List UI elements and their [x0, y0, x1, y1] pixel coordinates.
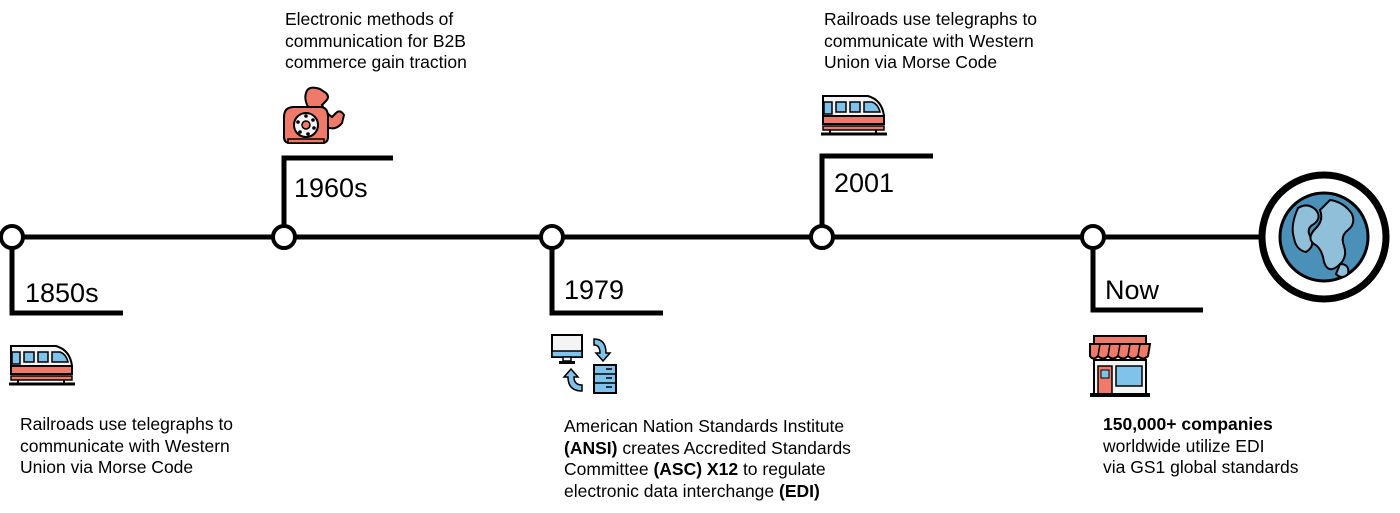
milestone-description-now: 150,000+ companies worldwide utilize EDI… — [1103, 414, 1299, 479]
description-bold-text: (EDI) — [779, 480, 820, 501]
description-text: to regulate — [738, 459, 826, 479]
description-line: 150,000+ companies — [1103, 414, 1299, 436]
description-line: Electronic methods of — [285, 9, 454, 29]
bracket-1850s — [9, 250, 123, 316]
year-label-1960s: 1960s — [294, 173, 368, 203]
description-line: commerce gain traction — [285, 52, 467, 72]
node-1979 — [539, 224, 565, 250]
description-line: communication for B2B — [285, 30, 466, 51]
description-line: Union via Morse Code — [824, 52, 998, 72]
bracket-2001 — [819, 153, 933, 226]
milestone-description-2001: Railroads use telegraphs to communicate … — [824, 9, 1037, 74]
milestone-description-1850s: Railroads use telegraphs to communicate … — [20, 414, 233, 479]
milestone-description-1979: American Nation Standards Institute (ANS… — [564, 416, 851, 502]
bracket-now — [1090, 250, 1203, 313]
description-line: Railroads use telegraphs to — [20, 414, 234, 434]
year-label-now: Now — [1105, 275, 1160, 305]
description-bold-text: (ASC) X12 — [653, 459, 739, 479]
description-text: electronic data interchange — [564, 480, 779, 501]
description-line: communicate with Western — [20, 435, 230, 456]
description-line: Railroads use telegraphs to — [824, 9, 1038, 29]
description-line: (ANSI) creates Accredited Standards — [564, 438, 851, 460]
node-1850s — [0, 224, 25, 250]
year-label-2001: 2001 — [834, 168, 895, 198]
milestone-description-1960s: Electronic methods of communication for … — [285, 9, 467, 74]
bracket-1979 — [549, 250, 663, 316]
description-line: worldwide utilize EDI — [1103, 435, 1265, 456]
description-line: electronic data interchange (EDI) — [564, 481, 851, 503]
node-2001 — [809, 224, 835, 250]
description-line: Union via Morse Code — [20, 457, 194, 477]
description-line: American Nation Standards Institute — [564, 416, 845, 436]
train-icon — [821, 95, 887, 136]
telephone-icon — [283, 86, 346, 144]
description-text: Committee — [564, 459, 654, 479]
store-icon — [1089, 335, 1152, 397]
description-bold-text: (ANSI) — [564, 437, 618, 458]
description-text: creates Accredited Standards — [617, 437, 851, 458]
node-1960s — [271, 224, 297, 250]
node-now — [1080, 224, 1106, 250]
description-line: communicate with Western — [824, 30, 1034, 51]
train-icon — [9, 345, 75, 386]
globe-icon — [1258, 171, 1390, 303]
year-label-1979: 1979 — [564, 275, 625, 305]
description-line: Committee (ASC) X12 to regulate — [564, 459, 851, 481]
year-label-1850s: 1850s — [25, 278, 99, 308]
computer-server-icon — [551, 334, 617, 394]
description-bold-text: 150,000+ companies — [1103, 414, 1273, 434]
description-line: via GS1 global standards — [1103, 457, 1299, 477]
bracket-1960s — [281, 155, 393, 226]
